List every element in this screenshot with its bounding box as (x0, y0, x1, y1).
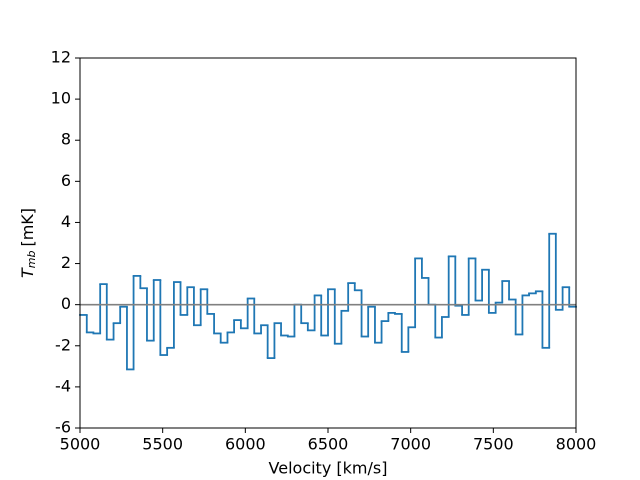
y-tick-label: 6 (61, 171, 71, 190)
y-label-symbol: T (18, 267, 37, 278)
x-tick-label: 6000 (225, 435, 266, 454)
y-tick-label: 10 (51, 89, 71, 108)
y-tick-label: -4 (55, 376, 71, 395)
x-axis-label: Velocity [km/s] (269, 459, 388, 478)
plot-frame (79, 57, 577, 429)
y-tick-label: 2 (61, 253, 71, 272)
y-tick-label: 4 (61, 212, 71, 231)
y-tick-label: 8 (61, 130, 71, 149)
x-tick-label: 7000 (390, 435, 431, 454)
y-tick-label: -2 (55, 335, 71, 354)
x-tick-label: 6500 (308, 435, 349, 454)
y-tick-label: 12 (51, 48, 71, 67)
y-label-subscript: mb (25, 251, 38, 269)
x-tick-label: 7500 (473, 435, 514, 454)
y-tick-label: 0 (61, 294, 71, 313)
x-tick-label: 5500 (142, 435, 183, 454)
y-tick-label: -6 (55, 418, 71, 437)
x-tick-label: 5000 (60, 435, 101, 454)
y-label-unit: [mK] (18, 208, 37, 247)
y-axis-label: Tmb [mK] (18, 208, 39, 278)
x-tick-label: 8000 (556, 435, 597, 454)
